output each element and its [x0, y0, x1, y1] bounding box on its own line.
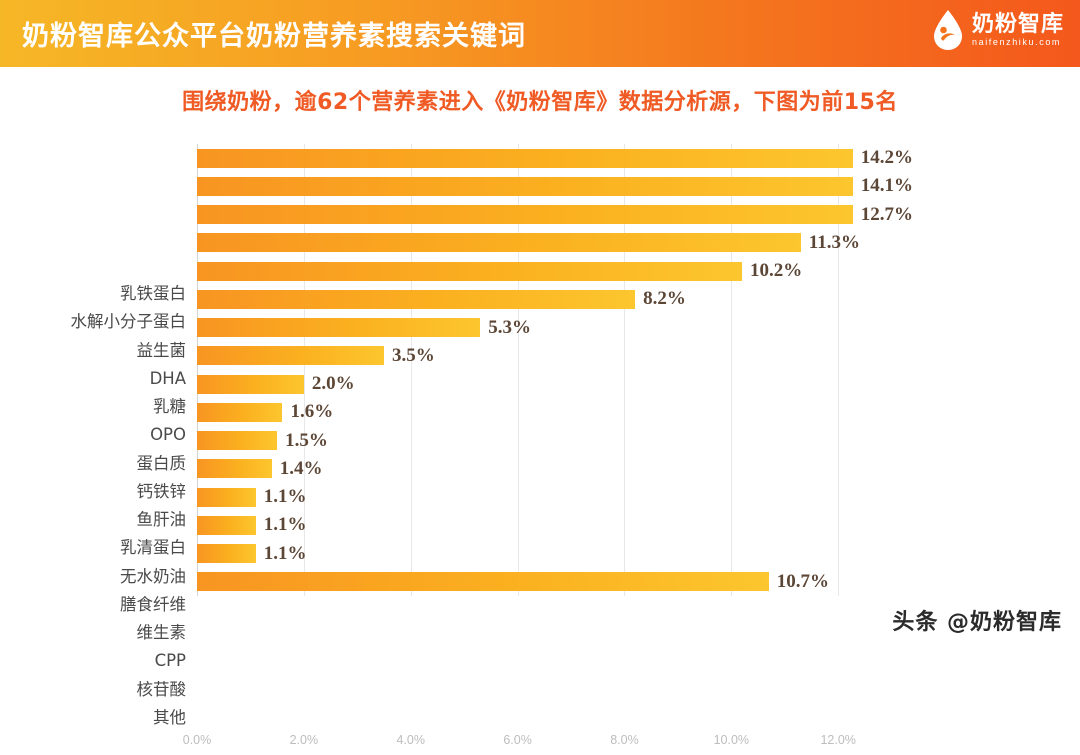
bar-row[interactable]: 14.1%: [197, 175, 913, 197]
bar[interactable]: [197, 346, 384, 366]
chart-subtitle: 围绕奶粉，逾62个营养素进入《奶粉智库》数据分析源，下图为前15名: [182, 90, 898, 115]
bar-row[interactable]: 1.5%: [197, 429, 913, 451]
bar[interactable]: [197, 402, 283, 422]
bar-value-label: 3.5%: [392, 344, 435, 366]
bar-row[interactable]: 5.3%: [197, 316, 913, 338]
page-title: 奶粉智库公众平台奶粉营养素搜索关键词: [22, 21, 526, 52]
bar-value-label: 2.0%: [311, 373, 355, 395]
y-axis-label: OPO: [150, 425, 186, 445]
bar[interactable]: [197, 515, 256, 535]
logo-name-en: naifenzhiku.com: [971, 36, 1062, 47]
y-axis-label: 鱼肝油: [136, 510, 187, 530]
bar-value-label: 1.5%: [285, 429, 328, 451]
bar[interactable]: [197, 205, 853, 225]
brand-logo: 奶粉智库 naifenzhiku.com: [931, 9, 1064, 51]
y-axis-label: DHA: [149, 368, 186, 388]
bar-value-label: 14.2%: [860, 147, 913, 169]
bar-row[interactable]: 1.1%: [197, 542, 913, 564]
bar[interactable]: [197, 289, 636, 309]
y-axis-label: CPP: [154, 651, 186, 671]
bar-value-label: 1.1%: [263, 542, 307, 564]
y-axis-label: 无水奶油: [120, 566, 186, 586]
bar[interactable]: [197, 544, 256, 564]
y-axis-label: 膳食纤维: [120, 594, 186, 614]
bar-row[interactable]: 3.5%: [197, 344, 913, 366]
bar-row[interactable]: 1.1%: [197, 486, 913, 508]
y-axis-label: 核苷酸: [136, 679, 187, 699]
gridline: [838, 144, 840, 596]
y-axis-label: 水解小分子蛋白: [70, 312, 187, 332]
bar-row[interactable]: 11.3%: [197, 231, 913, 253]
gridline: [197, 144, 198, 596]
gridlines: [197, 144, 913, 596]
y-axis-label: 乳糖: [153, 397, 186, 417]
bar[interactable]: [197, 176, 853, 196]
bar[interactable]: [197, 233, 801, 253]
bar-value-label: 10.7%: [776, 570, 829, 592]
bar[interactable]: [197, 572, 769, 592]
bar-row[interactable]: 12.7%: [197, 203, 913, 225]
bar[interactable]: [197, 487, 256, 507]
bar-value-label: 1.4%: [279, 457, 323, 479]
bar-value-label: 14.1%: [860, 175, 913, 197]
bar-chart: 乳铁蛋白水解小分子蛋白益生菌 DHA 乳糖 OPO 蛋白质钙铁锌鱼肝油乳清蛋白无水奶油膳…: [0, 136, 1080, 747]
bar-row[interactable]: 10.7%: [197, 570, 913, 592]
bar-value-label: 8.2%: [643, 288, 686, 310]
bar[interactable]: [197, 431, 278, 451]
gridline: [517, 144, 519, 596]
y-axis-label: 蛋白质: [136, 453, 187, 473]
bar-value-label: 1.1%: [263, 486, 307, 508]
bar-row[interactable]: 1.6%: [197, 401, 913, 423]
x-axis-tick-labels: 0.0% 2.0% 4.0% 6.0% 8.0% 10.0% 12.0%: [183, 733, 913, 755]
page-header: 奶粉智库公众平台奶粉营养素搜索关键词 奶粉智库 naifenzhiku.com: [0, 0, 1080, 67]
bar[interactable]: [197, 374, 304, 394]
x-axis-tick: 12.0%: [820, 733, 856, 747]
bar-row[interactable]: 1.4%: [197, 457, 913, 479]
x-axis-tick: 0.0%: [182, 733, 212, 747]
y-axis-label: 维生素: [136, 623, 187, 643]
gridline: [624, 144, 626, 596]
x-axis-tick: 6.0%: [503, 733, 532, 747]
y-axis-category-labels: 乳铁蛋白水解小分子蛋白益生菌 DHA 乳糖 OPO 蛋白质钙铁锌鱼肝油乳清蛋白无水奶油膳…: [0, 280, 187, 732]
bar[interactable]: [197, 459, 272, 479]
plot-area: 14.2% 14.1% 12.7% 11.3% 10.2% 8.2% 5.3% 3.5% 2.0…: [197, 144, 913, 596]
bar[interactable]: [197, 148, 853, 168]
y-axis-label: 益生菌: [136, 340, 187, 360]
water-drop-icon: [931, 9, 965, 51]
y-axis-label: 乳铁蛋白: [120, 284, 186, 304]
gridline: [303, 144, 305, 596]
bar-row[interactable]: 1.1%: [197, 514, 913, 536]
x-axis-tick: 8.0%: [610, 733, 639, 747]
y-axis-label: 钙铁锌: [136, 481, 187, 501]
watermark: 头条 @奶粉智库: [892, 610, 1062, 635]
x-axis-tick: 2.0%: [289, 733, 319, 747]
logo-name-cn: 奶粉智库: [971, 11, 1064, 37]
gridline: [731, 144, 733, 596]
x-axis-tick: 4.0%: [396, 733, 425, 747]
gridline: [410, 144, 412, 596]
y-axis-label: 乳清蛋白: [120, 538, 186, 558]
bar-value-label: 12.7%: [860, 203, 913, 225]
bar-row[interactable]: 2.0%: [197, 373, 913, 395]
bar-row[interactable]: 8.2%: [197, 288, 913, 310]
bar-value-label: 1.1%: [263, 514, 307, 536]
bar-row[interactable]: 10.2%: [197, 260, 913, 282]
bar-rows: 14.2% 14.1% 12.7% 11.3% 10.2% 8.2% 5.3% 3.5% 2.0…: [197, 144, 913, 596]
y-axis-label: 其他: [153, 707, 186, 727]
bar-value-label: 11.3%: [808, 231, 860, 253]
bar[interactable]: [197, 318, 481, 338]
bar-value-label: 1.6%: [290, 401, 334, 423]
x-axis-tick: 10.0%: [713, 733, 750, 747]
bar[interactable]: [197, 261, 742, 281]
bar-value-label: 5.3%: [488, 316, 531, 338]
bar-row[interactable]: 14.2%: [197, 147, 913, 169]
bar-value-label: 10.2%: [750, 260, 803, 282]
